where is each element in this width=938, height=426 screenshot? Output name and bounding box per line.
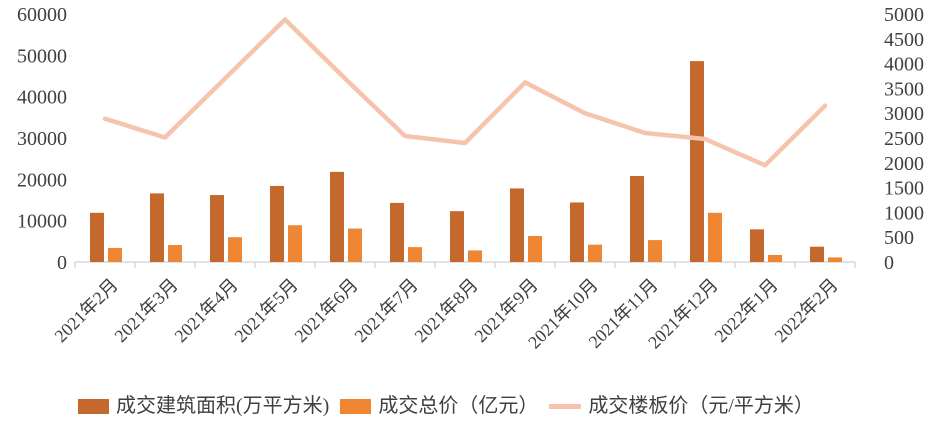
right-axis-tick-label: 1500 — [884, 178, 924, 200]
area-bar-2021年5月 — [270, 185, 284, 262]
right-axis-tick-label: 2000 — [884, 153, 924, 175]
right-axis-tick-label: 1000 — [884, 202, 924, 224]
right-axis-tick-label: 3000 — [884, 103, 924, 125]
legend-item-price: 成交总价（亿元） — [340, 393, 538, 419]
x-axis-label-2021年4月: 2021年4月 — [170, 275, 241, 346]
area-bar-2021年9月 — [510, 188, 524, 262]
price-bar-swatch-icon — [340, 398, 372, 414]
area-bar-2021年6月 — [330, 171, 344, 262]
chart-plot-area: 0 10000 20000 30000 40000 50000 60000 0 500 10001… — [17, 4, 924, 352]
left-axis-tick-label: 30000 — [17, 128, 67, 150]
left-axis-tick-label: 20000 — [17, 169, 67, 191]
price-bar-2022年1月 — [768, 254, 782, 262]
price-bar-2021年4月 — [228, 237, 242, 262]
left-axis-tick-label: 40000 — [17, 87, 67, 109]
right-axis-tick-label: 500 — [884, 227, 914, 249]
area-bar-2021年4月 — [210, 195, 224, 262]
right-axis-tick-label: 0 — [884, 252, 894, 274]
left-axis-tick-label: 10000 — [17, 211, 67, 233]
legend-label-floor-price: 成交楼板价（元/平方米） — [588, 395, 814, 417]
price-bar-2021年9月 — [528, 235, 542, 262]
floor-price-line-swatch-icon — [549, 403, 582, 409]
legend-item-area: 成交建筑面积(万平方米) — [78, 393, 329, 419]
area-bar-2021年7月 — [390, 202, 404, 262]
x-axis-label-2021年5月: 2021年5月 — [230, 275, 301, 346]
price-bar-2021年6月 — [348, 228, 362, 262]
area-bar-2021年3月 — [150, 193, 164, 262]
x-axis-label-2021年8月: 2021年8月 — [410, 275, 481, 346]
chart-legend: 成交建筑面积(万平方米) 成交总价（亿元） 成交楼板价（元/平方米） — [78, 393, 825, 419]
area-bar-2021年8月 — [450, 211, 464, 262]
area-bar-2021年2月 — [90, 212, 104, 262]
area-bar-2022年1月 — [750, 229, 764, 262]
legend-label-area: 成交建筑面积(万平方米) — [116, 395, 330, 417]
price-bar-2021年8月 — [468, 250, 482, 262]
floor-price-line — [102, 17, 828, 168]
price-bar-2021年2月 — [108, 247, 122, 262]
legend-label-price: 成交总价（亿元） — [378, 395, 539, 417]
area-bar-2021年12月 — [690, 61, 704, 263]
x-axis-label-2021年6月: 2021年6月 — [290, 275, 361, 346]
price-bar-2021年11月 — [648, 240, 662, 262]
right-axis-tick-label: 2500 — [884, 128, 924, 150]
right-axis-tick-label: 4000 — [884, 54, 924, 76]
price-bar-2021年7月 — [408, 247, 422, 262]
right-axis-tick-label: 3500 — [884, 78, 924, 100]
x-axis-label-2021年2月: 2021年2月 — [50, 275, 121, 346]
x-axis-label-2021年3月: 2021年3月 — [110, 275, 181, 346]
area-bar-2021年10月 — [570, 202, 584, 262]
left-axis-tick-label: 60000 — [17, 4, 67, 26]
x-axis-label-2022年1月: 2022年1月 — [710, 275, 781, 346]
area-bar-2022年2月 — [810, 246, 824, 262]
area-bar-swatch-icon — [78, 398, 109, 414]
price-bar-2021年12月 — [708, 212, 722, 262]
area-bar-2021年11月 — [630, 176, 644, 262]
legend-item-floor-price: 成交楼板价（元/平方米） — [549, 393, 814, 419]
right-axis-tick-label: 4500 — [884, 29, 924, 51]
right-axis-tick-label: 5000 — [884, 4, 924, 26]
x-axis-label-2022年2月: 2022年2月 — [770, 275, 841, 346]
left-axis-tick-label: 0 — [57, 252, 67, 274]
left-axis-tick-label: 50000 — [17, 45, 67, 67]
price-bar-2021年10月 — [588, 244, 602, 262]
price-bar-2021年3月 — [168, 245, 182, 262]
price-bar-2022年2月 — [828, 257, 842, 262]
price-bar-2021年5月 — [288, 225, 302, 262]
x-axis-label-2021年7月: 2021年7月 — [350, 275, 421, 346]
